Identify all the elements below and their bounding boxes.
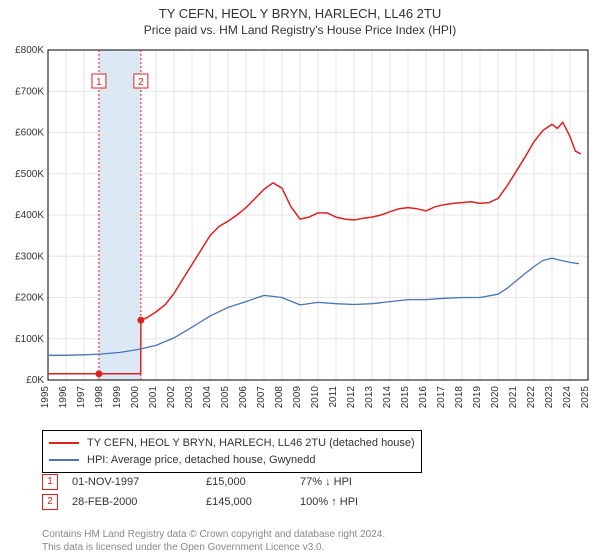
- svg-text:2003: 2003: [184, 386, 195, 409]
- svg-text:2018: 2018: [454, 386, 465, 409]
- svg-text:2012: 2012: [346, 386, 357, 409]
- svg-text:1999: 1999: [112, 386, 123, 409]
- svg-text:2002: 2002: [166, 386, 177, 409]
- svg-text:1998: 1998: [94, 386, 105, 409]
- legend-label: HPI: Average price, detached house, Gwyn…: [87, 452, 316, 469]
- svg-text:2: 2: [138, 77, 144, 88]
- legend-item-hpi: HPI: Average price, detached house, Gwyn…: [49, 452, 415, 469]
- marker-date: 01-NOV-1997: [72, 476, 192, 488]
- svg-text:2025: 2025: [580, 386, 591, 409]
- svg-text:1997: 1997: [76, 386, 87, 409]
- svg-text:1: 1: [96, 77, 102, 88]
- svg-text:2007: 2007: [256, 386, 267, 409]
- svg-text:2020: 2020: [490, 386, 501, 409]
- marker-badge: 1: [42, 474, 58, 490]
- legend-swatch: [49, 442, 79, 444]
- attribution: Contains HM Land Registry data © Crown c…: [42, 528, 385, 554]
- svg-text:£400K: £400K: [15, 210, 44, 221]
- footer-line-1: Contains HM Land Registry data © Crown c…: [42, 528, 385, 541]
- svg-text:2011: 2011: [328, 386, 339, 408]
- marker-row: 1 01-NOV-1997 £15,000 77% ↓ HPI: [42, 474, 358, 490]
- svg-text:2015: 2015: [400, 386, 411, 409]
- chart-title-1: TY CEFN, HEOL Y BRYN, HARLECH, LL46 2TU: [0, 6, 600, 21]
- price-chart: £0K £100K £200K £300K £400K £500K £600K £700K £8…: [0, 40, 600, 420]
- chart-title-2: Price paid vs. HM Land Registry's House …: [0, 23, 600, 37]
- svg-text:1996: 1996: [58, 386, 69, 409]
- svg-text:£700K: £700K: [15, 86, 44, 97]
- svg-text:£300K: £300K: [15, 251, 44, 262]
- marker-row: 2 28-FEB-2000 £145,000 100% ↑ HPI: [42, 494, 358, 510]
- legend-swatch: [49, 459, 79, 461]
- svg-text:2024: 2024: [562, 386, 573, 409]
- svg-text:£100K: £100K: [15, 334, 44, 345]
- svg-text:2022: 2022: [526, 386, 537, 409]
- legend-item-property: TY CEFN, HEOL Y BRYN, HARLECH, LL46 2TU …: [49, 435, 415, 452]
- svg-text:£0K: £0K: [26, 375, 44, 386]
- svg-text:2001: 2001: [148, 386, 159, 409]
- svg-text:2010: 2010: [310, 386, 321, 409]
- footer-line-2: This data is licensed under the Open Gov…: [42, 541, 385, 554]
- svg-text:2023: 2023: [544, 386, 555, 409]
- legend-label: TY CEFN, HEOL Y BRYN, HARLECH, LL46 2TU …: [87, 435, 415, 452]
- svg-text:£800K: £800K: [15, 45, 44, 56]
- svg-text:2016: 2016: [418, 386, 429, 409]
- marker-delta: 100% ↑ HPI: [300, 496, 358, 508]
- svg-text:2014: 2014: [382, 386, 393, 409]
- svg-text:2013: 2013: [364, 386, 375, 409]
- svg-text:£200K: £200K: [15, 293, 44, 304]
- svg-text:£500K: £500K: [15, 169, 44, 180]
- legend: TY CEFN, HEOL Y BRYN, HARLECH, LL46 2TU …: [42, 430, 422, 473]
- svg-text:2021: 2021: [508, 386, 519, 409]
- marker-delta: 77% ↓ HPI: [300, 476, 352, 488]
- svg-text:2000: 2000: [130, 386, 141, 409]
- marker-price: £15,000: [206, 476, 286, 488]
- marker-price: £145,000: [206, 496, 286, 508]
- svg-text:1995: 1995: [40, 386, 51, 409]
- svg-text:2008: 2008: [274, 386, 285, 409]
- svg-text:2004: 2004: [202, 386, 213, 409]
- svg-text:2017: 2017: [436, 386, 447, 409]
- marker-date: 28-FEB-2000: [72, 496, 192, 508]
- svg-text:2009: 2009: [292, 386, 303, 409]
- svg-text:2006: 2006: [238, 386, 249, 409]
- marker-table: 1 01-NOV-1997 £15,000 77% ↓ HPI 2 28-FEB-2000…: [42, 474, 358, 514]
- svg-text:£600K: £600K: [15, 128, 44, 139]
- marker-badge: 2: [42, 494, 58, 510]
- svg-text:2005: 2005: [220, 386, 231, 409]
- svg-text:2019: 2019: [472, 386, 483, 409]
